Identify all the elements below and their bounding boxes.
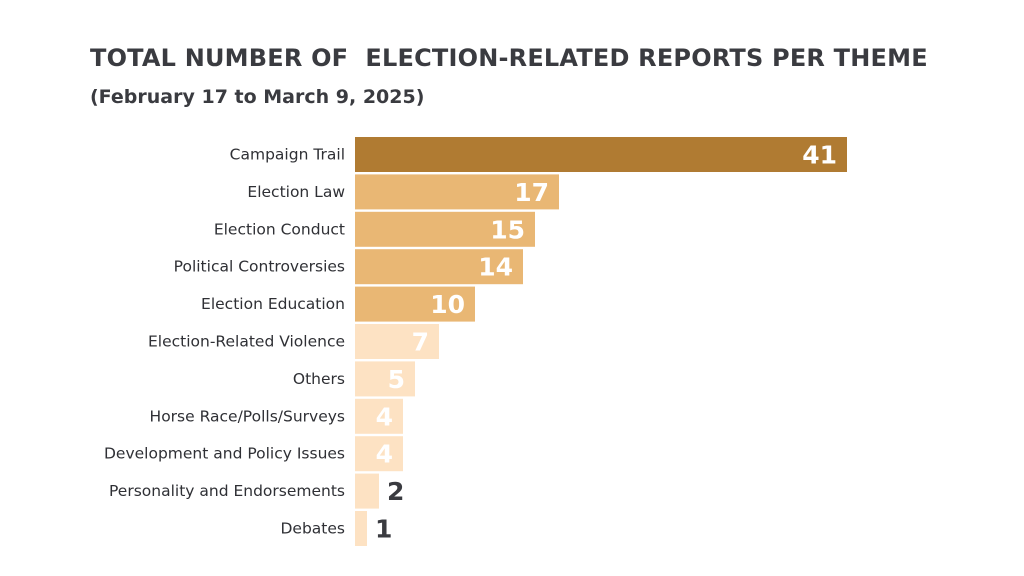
value-label: 5 [388,365,405,394]
category-label: Development and Policy Issues [104,445,345,463]
bar-3 [355,249,523,285]
category-label: Others [293,370,345,388]
chart-title: TOTAL NUMBER OF ELECTION-RELATED REPORTS… [90,44,928,72]
value-label: 41 [802,141,837,170]
bar-4 [355,286,475,322]
bar-1 [355,174,559,210]
category-label: Election Conduct [214,220,345,238]
category-label: Election Law [247,183,345,201]
bar-5 [355,324,439,359]
bar-7 [355,398,403,434]
bar-6 [355,361,415,397]
bar-9 [355,473,379,509]
bar-10 [355,511,367,546]
value-label: 4 [376,402,393,431]
category-label: Election Education [201,295,345,313]
bar-0 [355,137,847,172]
chart-subtitle: (February 17 to March 9, 2025) [90,86,425,108]
value-label: 1 [375,515,392,544]
bar-8 [355,436,403,472]
category-label: Political Controversies [174,258,345,276]
category-label: Horse Race/Polls/Surveys [150,407,345,425]
value-label: 14 [478,253,513,282]
value-label: 15 [490,215,525,244]
category-label: Campaign Trail [230,146,345,164]
value-label: 10 [430,290,465,319]
category-label: Debates [281,520,346,538]
value-label: 4 [376,440,393,469]
value-label: 7 [412,328,429,357]
value-label: 2 [387,477,404,506]
value-label: 17 [514,178,549,207]
bar-2 [355,211,535,247]
category-label: Election-Related Violence [148,333,345,351]
category-label: Personality and Endorsements [109,482,345,500]
